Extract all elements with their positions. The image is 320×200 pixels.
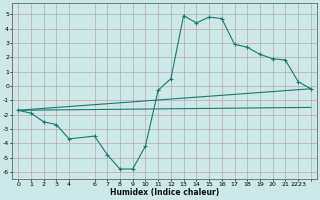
X-axis label: Humidex (Indice chaleur): Humidex (Indice chaleur) xyxy=(110,188,219,197)
